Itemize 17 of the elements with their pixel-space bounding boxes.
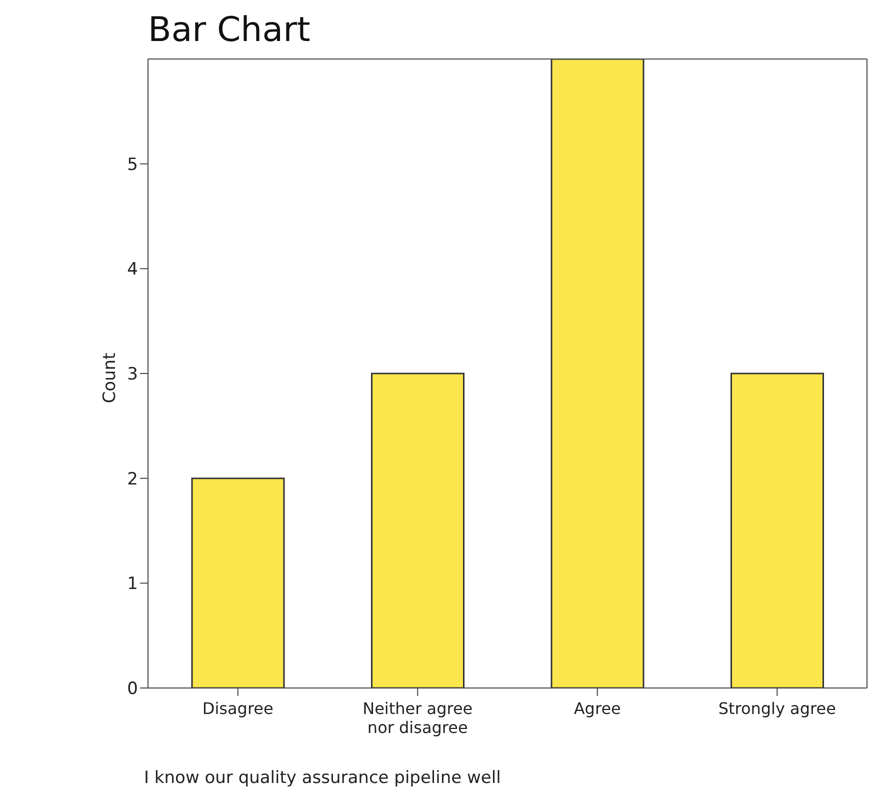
y-tick-label: 5	[127, 154, 138, 175]
bar	[550, 59, 644, 688]
bar	[371, 372, 464, 688]
chart-title: Bar Chart	[148, 10, 310, 50]
y-tick-label: 2	[127, 469, 138, 490]
y-axis-title: Count	[100, 352, 120, 406]
y-tick-label: 0	[127, 679, 138, 700]
x-tick-label: Agree	[574, 699, 621, 718]
x-tick-label: Disagree	[202, 699, 274, 718]
y-tick-label: 3	[127, 364, 138, 385]
bar	[191, 478, 285, 688]
bar	[730, 372, 824, 688]
y-tick-label: 1	[127, 574, 138, 594]
x-axis-title: I know our quality assurance pipeline well	[144, 768, 501, 788]
x-tick-label: Strongly agree	[718, 699, 836, 718]
x-tick-label: Neither agree nor disagree	[362, 699, 473, 737]
y-tick-label: 4	[127, 260, 138, 280]
